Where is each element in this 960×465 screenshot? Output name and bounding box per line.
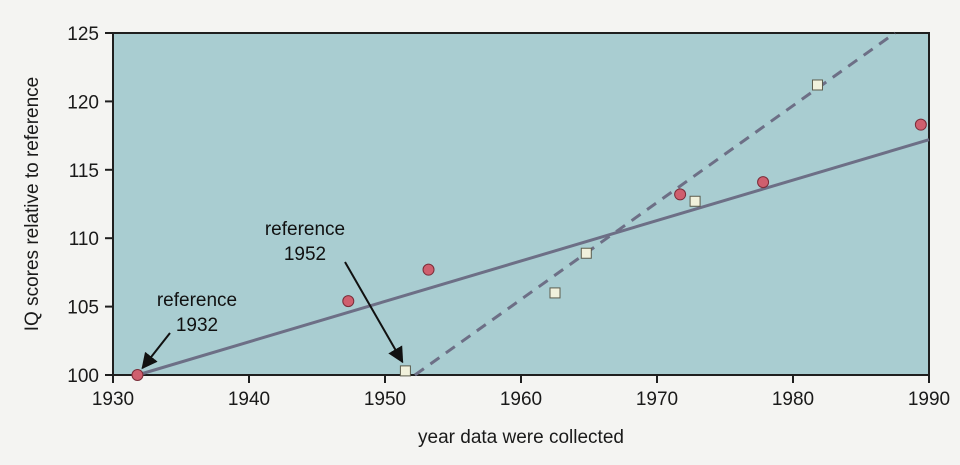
square-data-point: [549, 287, 561, 299]
circle-data-point: [131, 369, 144, 381]
x-tick-label: 1930: [92, 389, 134, 410]
circle-data-point: [757, 176, 770, 189]
x-tick-label: 1950: [364, 389, 406, 410]
y-tick-label: 100: [67, 366, 99, 387]
data-points: [131, 79, 927, 381]
y-tick-label: 105: [67, 298, 99, 319]
x-tick-label: 1990: [908, 389, 950, 410]
x-tick-label: 1970: [636, 389, 678, 410]
annotation-arrow: [344, 261, 404, 364]
dashed-trend-line: [414, 31, 896, 377]
x-tick-label: 1940: [228, 389, 270, 410]
square-data-point: [689, 195, 701, 207]
x-tick-label: 1980: [772, 389, 814, 410]
y-tick-label: 115: [69, 161, 99, 182]
square-data-point: [580, 247, 592, 259]
y-tick-label: 125: [67, 24, 99, 45]
trend-lines: [137, 31, 930, 377]
annotation-arrow: [141, 332, 171, 370]
axes: 1930 1940 1950 1960 1970 1980 1990 100 105 110 115…: [67, 24, 950, 410]
square-data-point: [811, 79, 823, 91]
annotation-year: 1952: [284, 244, 326, 265]
plot-area: [113, 33, 929, 375]
circle-data-point: [342, 295, 355, 308]
circle-data-point: [674, 188, 687, 201]
circle-data-point: [914, 118, 927, 131]
x-axis-title: year data were collected: [418, 427, 624, 448]
annotations: reference 1932 reference 1952: [141, 219, 404, 370]
solid-trend-line: [137, 138, 930, 377]
circle-data-point: [422, 263, 435, 276]
y-tick-label: 120: [67, 92, 99, 113]
square-data-point: [399, 365, 411, 377]
y-tick-label: 110: [69, 229, 99, 250]
y-axis-title: IQ scores relative to reference: [22, 77, 43, 332]
annotation-year: 1932: [176, 315, 218, 336]
x-tick-label: 1960: [500, 389, 542, 410]
annotation-label: reference: [157, 290, 237, 311]
annotation-label: reference: [265, 219, 345, 240]
